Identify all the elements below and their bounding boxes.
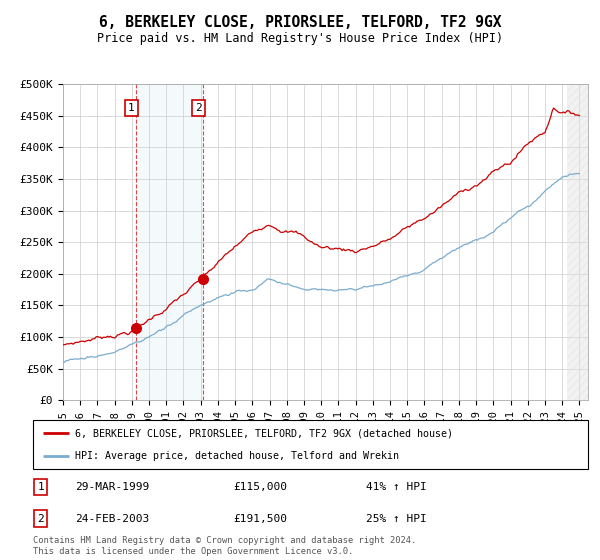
Text: £115,000: £115,000 xyxy=(233,482,287,492)
Text: 2: 2 xyxy=(195,103,202,113)
Text: Price paid vs. HM Land Registry's House Price Index (HPI): Price paid vs. HM Land Registry's House … xyxy=(97,32,503,45)
Text: 25% ↑ HPI: 25% ↑ HPI xyxy=(366,514,427,524)
Bar xyxy=(136,84,203,400)
Text: £191,500: £191,500 xyxy=(233,514,287,524)
Text: 29-MAR-1999: 29-MAR-1999 xyxy=(74,482,149,492)
Text: Contains HM Land Registry data © Crown copyright and database right 2024.
This d: Contains HM Land Registry data © Crown c… xyxy=(33,536,416,556)
Text: 2: 2 xyxy=(37,514,44,524)
Text: 41% ↑ HPI: 41% ↑ HPI xyxy=(366,482,427,492)
Text: 6, BERKELEY CLOSE, PRIORSLEE, TELFORD, TF2 9GX (detached house): 6, BERKELEY CLOSE, PRIORSLEE, TELFORD, T… xyxy=(74,428,452,438)
Text: HPI: Average price, detached house, Telford and Wrekin: HPI: Average price, detached house, Telf… xyxy=(74,451,398,461)
Text: 1: 1 xyxy=(128,103,135,113)
Text: 6, BERKELEY CLOSE, PRIORSLEE, TELFORD, TF2 9GX: 6, BERKELEY CLOSE, PRIORSLEE, TELFORD, T… xyxy=(99,15,501,30)
Text: 1: 1 xyxy=(37,482,44,492)
Text: 24-FEB-2003: 24-FEB-2003 xyxy=(74,514,149,524)
